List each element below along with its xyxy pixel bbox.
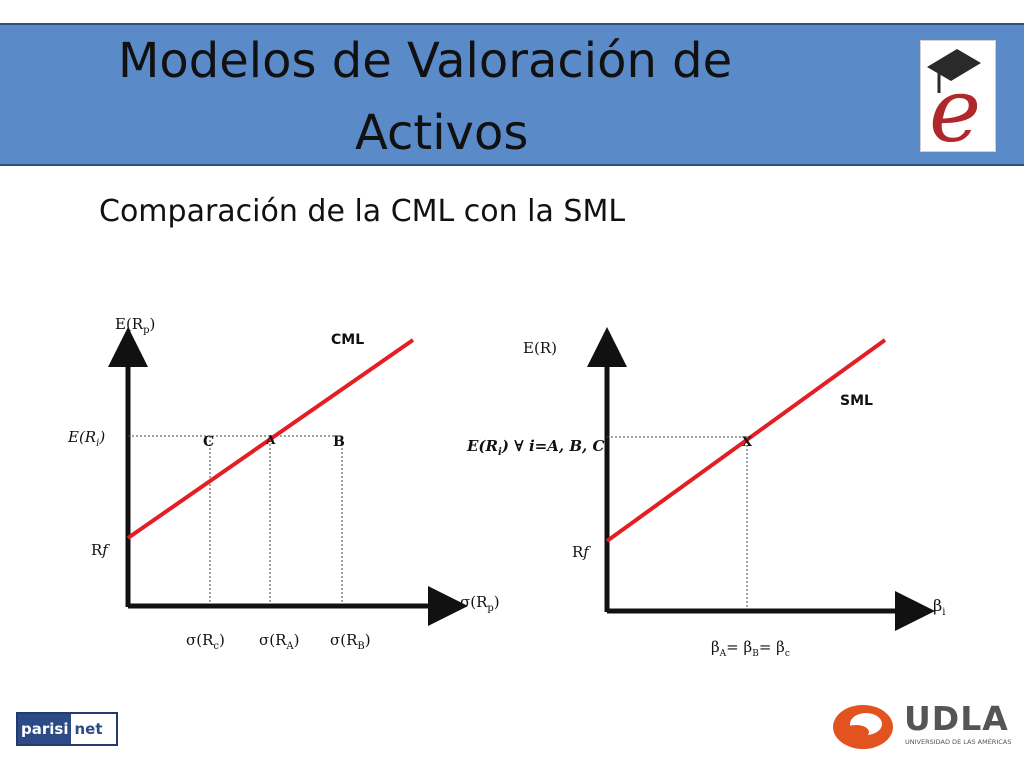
sml-line-label: SML: [840, 393, 873, 409]
sml-line: [605, 338, 887, 543]
cml-diagram: E(Rp) CML E(Ri) C A B Rf σ(Rp) σ(Rc) σ(R…: [67, 315, 500, 652]
parisinet-logo-text1: parisi: [18, 714, 72, 744]
cml-rf-label: Rf: [91, 541, 110, 559]
udla-logo-text: UDLA: [904, 699, 1009, 738]
sml-y-axis-label: E(R): [523, 339, 557, 357]
cml-x-tick-a: σ(RA): [259, 631, 299, 652]
udla-logo-subtext: UNIVERSIDAD DE LAS AMÉRICAS: [905, 738, 1012, 746]
cml-point-c: C: [203, 434, 214, 450]
sml-x-axis-label: βi: [933, 596, 945, 618]
cml-x-axis-label: σ(Rp): [460, 593, 500, 614]
cml-y-axis-label: E(Rp): [115, 315, 155, 336]
udla-logo: UDLA UNIVERSIDAD DE LAS AMÉRICAS: [830, 699, 1012, 756]
sml-x-tick: βA= βB= βc: [711, 638, 790, 659]
cml-x-tick-b: σ(RB): [330, 631, 371, 652]
slide-title-line1: Modelos de Valoración de: [118, 33, 733, 89]
cml-ri-label: E(Ri): [67, 428, 105, 449]
sml-diagram: E(R) SML E(Ri) ∀ i=A, B, C X Rf βi βA= β…: [466, 327, 945, 659]
slide-title-line2: Activos: [355, 105, 529, 161]
udla-emblem-icon: [833, 705, 893, 749]
sml-ri-label: E(Ri) ∀ i=A, B, C: [466, 437, 604, 458]
title-banner: [0, 23, 1024, 166]
cml-x-tick-c: σ(Rc): [186, 631, 225, 652]
parisinet-logo-text2: net: [74, 720, 103, 738]
e-learning-logo: e: [920, 40, 996, 152]
logo-letter: e: [929, 59, 981, 152]
cml-point-b: B: [333, 434, 345, 450]
parisinet-logo: parisi net: [16, 712, 118, 746]
cml-line-label: CML: [331, 332, 364, 348]
sml-rf-label: Rf: [572, 543, 591, 561]
slide-subtitle: Comparación de la CML con la SML: [99, 194, 626, 229]
sml-point-x: X: [742, 435, 753, 450]
cml-line: [126, 338, 415, 540]
cml-point-a: A: [265, 433, 276, 447]
